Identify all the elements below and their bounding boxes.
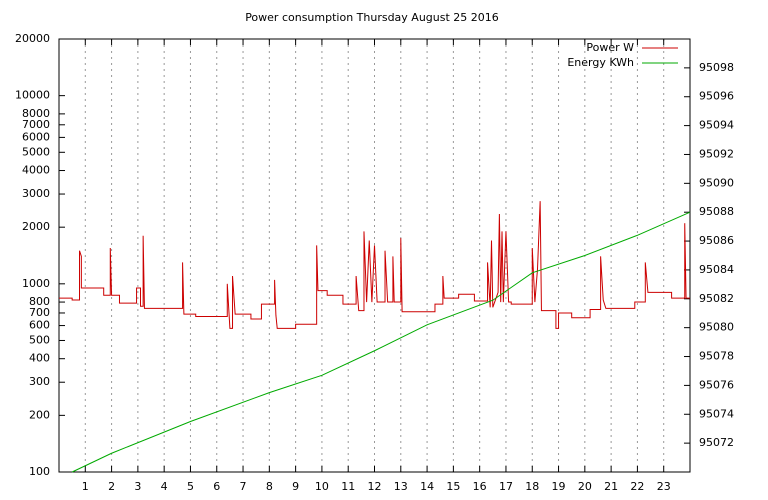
y2-tick-label: 95098 [699,61,734,74]
x-tick-label: 12 [368,480,382,493]
y-tick-label: 700 [29,306,50,319]
y-tick-label: 400 [29,352,50,365]
x-tick-label: 2 [108,480,115,493]
series-line [59,201,690,329]
x-tick-label: 17 [499,480,513,493]
y2-tick-label: 95076 [699,378,734,391]
y2-tick-label: 95092 [699,147,734,160]
y2-tick-label: 95078 [699,350,734,363]
y2-tick-label: 95084 [699,263,734,276]
x-tick-label: 14 [420,480,434,493]
y-tick-label: 7000 [22,118,50,131]
y2-tick-label: 95080 [699,321,734,334]
y-tick-label: 20000 [15,32,50,45]
y-tick-label: 500 [29,333,50,346]
y2-tick-label: 95086 [699,234,734,247]
plot-frame [58,38,691,473]
y2-tick-label: 95090 [699,176,734,189]
x-tick-label: 13 [394,480,408,493]
y-tick-label: 200 [29,408,50,421]
x-tick-label: 18 [525,480,539,493]
y-tick-label: 300 [29,375,50,388]
y-tick-label: 10000 [15,89,50,102]
x-tick-label: 10 [315,480,329,493]
x-tick-label: 3 [134,480,141,493]
x-tick-label: 19 [552,480,566,493]
y-tick-label: 600 [29,319,50,332]
legend-label: Power W [586,41,634,54]
y2-tick-label: 95096 [699,90,734,103]
x-tick-label: 9 [292,480,299,493]
y2-tick-label: 95094 [699,119,734,132]
x-tick-label: 7 [240,480,247,493]
x-tick-label: 4 [161,480,168,493]
y-tick-label: 8000 [22,107,50,120]
y-tick-label: 2000 [22,220,50,233]
x-tick-label: 20 [578,480,592,493]
y-tick-label: 1000 [22,277,50,290]
x-tick-label: 21 [604,480,618,493]
x-tick-label: 15 [446,480,460,493]
y2-tick-label: 95082 [699,292,734,305]
x-tick-label: 1 [82,480,89,493]
series-line [71,211,691,473]
legend-label: Energy KWh [567,56,634,69]
y-tick-label: 6000 [22,130,50,143]
y-tick-label: 100 [29,465,50,478]
x-tick-label: 23 [657,480,671,493]
x-tick-label: 16 [473,480,487,493]
chart-title: Power consumption Thursday August 25 201… [245,11,499,24]
x-tick-label: 6 [213,480,220,493]
x-tick-label: 5 [187,480,194,493]
y-tick-label: 4000 [22,164,50,177]
y2-tick-label: 95072 [699,436,734,449]
y2-tick-label: 95074 [699,407,734,420]
y-tick-label: 800 [29,295,50,308]
x-tick-label: 8 [266,480,273,493]
y-tick-label: 5000 [22,145,50,158]
x-tick-label: 11 [341,480,355,493]
x-tick-label: 22 [630,480,644,493]
y-tick-label: 3000 [22,187,50,200]
y2-tick-label: 95088 [699,205,734,218]
